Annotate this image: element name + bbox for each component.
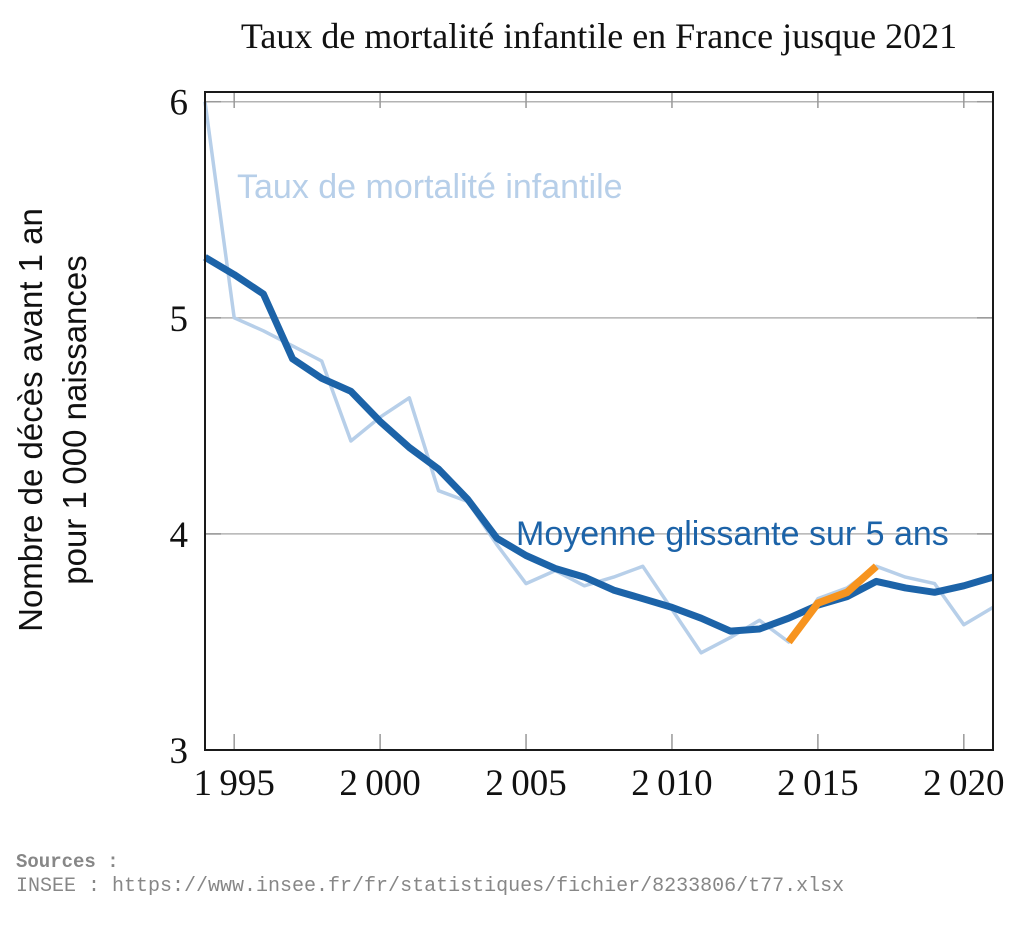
x-tick-label: 2 020	[923, 763, 1004, 804]
y-axis-label-line1: Nombre de décès avant 1 an	[12, 208, 49, 632]
x-tick-label: 2 015	[777, 763, 858, 804]
highlight-segment-line	[785, 563, 879, 645]
y-tick-label: 6	[170, 83, 189, 124]
x-tick-label: 2 005	[485, 763, 566, 804]
sources-block: Sources : INSEE : https://www.insee.fr/f…	[16, 850, 844, 900]
moving-average-series-label: Moyenne glissante sur 5 ans	[516, 515, 949, 553]
x-tick-label: 2 000	[339, 763, 420, 804]
sources-heading: Sources :	[16, 851, 119, 873]
sources-url: INSEE : https://www.insee.fr/fr/statisti…	[16, 875, 845, 898]
y-tick-label: 4	[170, 515, 189, 556]
y-tick-label: 5	[170, 299, 189, 340]
y-axis-label-line2: pour 1 000 naissances	[56, 255, 93, 585]
x-tick-label: 1 995	[193, 763, 274, 804]
plot-frame	[204, 91, 994, 751]
moving-average-line	[203, 254, 994, 635]
chart-title: Taux de mortalité infantile en France ju…	[241, 16, 957, 56]
y-tick-label: 3	[170, 731, 189, 772]
x-tick-label: 2 010	[631, 763, 712, 804]
plot-area: 1 995 2 000 2 005 2 010 2 015 2 020 3 4 5 6	[170, 83, 1005, 804]
y-axis-label: Nombre de décès avant 1 an pour 1 000 na…	[12, 208, 93, 632]
annual-series-label: Taux de mortalité infantile	[237, 168, 623, 206]
